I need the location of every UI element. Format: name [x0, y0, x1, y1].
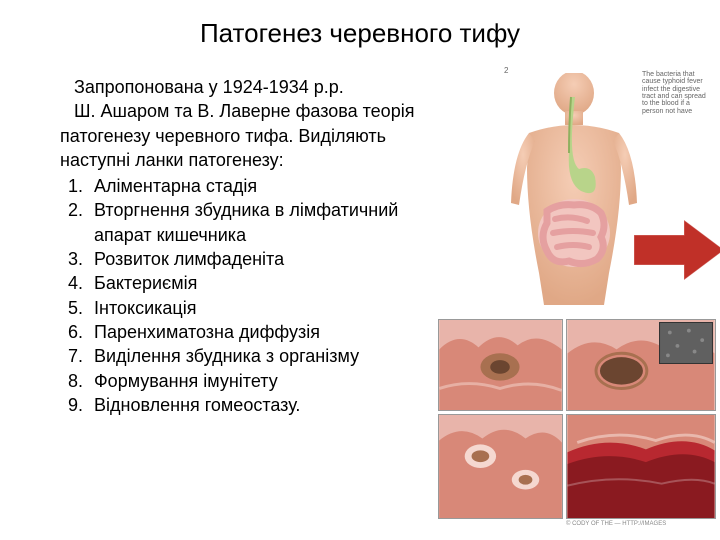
- torso-svg: [509, 73, 639, 308]
- illustration-column: 2 The bacteria that cause typhoid fever …: [450, 59, 710, 417]
- list-item: Бактериємія: [88, 271, 450, 295]
- anatomy-label-2: 2: [504, 67, 508, 75]
- tissue-panels: © CODY OF THE — HTTP://IMAGES: [438, 319, 720, 529]
- intro-line-1: Запропонована у 1924-1934 р.р.: [60, 75, 450, 99]
- tissue-panel-3: [438, 414, 563, 519]
- stages-list: Аліментарна стадія Вторгнення збудника в…: [88, 174, 450, 417]
- intestines-icon: [538, 199, 610, 267]
- tissue-panel-4: [566, 414, 716, 519]
- list-item: Формування імунітету: [88, 369, 450, 393]
- list-item: Вторгнення збудника в лімфатичний апарат…: [88, 198, 450, 247]
- anatomy-label-right: The bacteria that cause typhoid fever in…: [642, 71, 710, 115]
- arrow-icon: [634, 215, 720, 285]
- tissue-panel-2: [566, 319, 716, 411]
- microscopy-inset: [659, 322, 713, 364]
- list-item: Виділення збудника з організму: [88, 344, 450, 368]
- copyright-text: © CODY OF THE — HTTP://IMAGES: [566, 521, 666, 527]
- intro-line-2: Ш. Ашаром та В. Лаверне фазова теорія па…: [60, 99, 450, 172]
- list-item: Розвиток лимфаденіта: [88, 247, 450, 271]
- page-title: Патогенез черевного тифу: [0, 0, 720, 59]
- text-column: Запропонована у 1924-1934 р.р. Ш. Ашаром…: [60, 59, 450, 417]
- tissue-panel-1: [438, 319, 563, 411]
- list-item: Відновлення гомеостазу.: [88, 393, 450, 417]
- intro-block: Запропонована у 1924-1934 р.р. Ш. Ашаром…: [60, 75, 450, 172]
- list-item: Паренхиматозна диффузія: [88, 320, 450, 344]
- list-item: Інтоксикація: [88, 296, 450, 320]
- anatomy-diagram: 2 The bacteria that cause typhoid fever …: [454, 65, 704, 315]
- content-row: Запропонована у 1924-1934 р.р. Ш. Ашаром…: [0, 59, 720, 417]
- list-item: Аліментарна стадія: [88, 174, 450, 198]
